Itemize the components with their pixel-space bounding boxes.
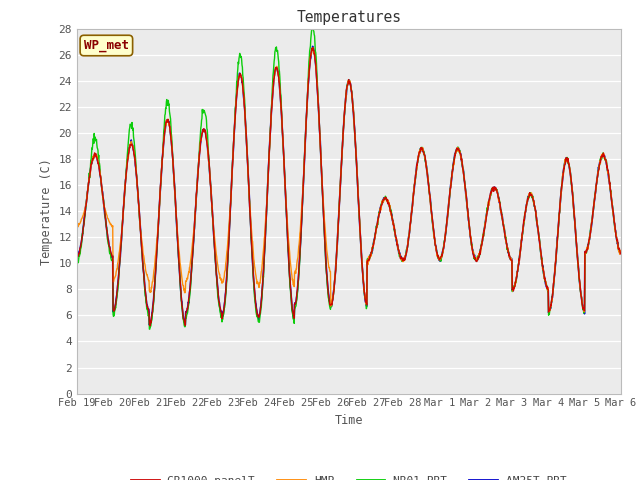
NR01 PRT — [553, 243, 561, 249]
HMP — [505, 250, 513, 255]
Line: NR01 PRT: NR01 PRT — [77, 27, 621, 329]
AM25T PRT — [505, 251, 513, 257]
Y-axis label: Temperature (C): Temperature (C) — [40, 158, 53, 264]
AM25T PRT — [147, 322, 154, 328]
CR1000 panelT — [73, 252, 81, 258]
CR1000 panelT — [181, 320, 189, 326]
CR1000 panelT — [553, 244, 561, 250]
HMP — [180, 289, 188, 295]
CR1000 panelT — [505, 252, 513, 258]
HMP — [255, 283, 262, 288]
Line: CR1000 panelT: CR1000 panelT — [77, 48, 621, 326]
HMP — [194, 172, 202, 178]
AM25T PRT — [434, 254, 442, 260]
NR01 PRT — [73, 255, 81, 261]
HMP — [73, 223, 81, 229]
HMP — [309, 45, 317, 50]
NR01 PRT — [308, 24, 316, 30]
X-axis label: Time: Time — [335, 414, 363, 427]
AM25T PRT — [553, 242, 561, 248]
NR01 PRT — [145, 326, 153, 332]
NR01 PRT — [617, 249, 625, 254]
HMP — [434, 252, 442, 258]
HMP — [545, 309, 552, 315]
CR1000 panelT — [434, 254, 442, 260]
Legend: CR1000 panelT, HMP, NR01 PRT, AM25T PRT: CR1000 panelT, HMP, NR01 PRT, AM25T PRT — [126, 471, 572, 480]
NR01 PRT — [505, 252, 513, 258]
Text: WP_met: WP_met — [84, 39, 129, 52]
AM25T PRT — [73, 256, 81, 262]
HMP — [553, 242, 561, 248]
NR01 PRT — [181, 324, 189, 330]
CR1000 panelT — [255, 314, 263, 320]
AM25T PRT — [181, 321, 189, 326]
CR1000 panelT — [195, 167, 202, 173]
CR1000 panelT — [617, 251, 625, 256]
NR01 PRT — [255, 318, 263, 324]
AM25T PRT — [309, 44, 317, 49]
Title: Temperatures: Temperatures — [296, 10, 401, 25]
AM25T PRT — [195, 167, 202, 172]
NR01 PRT — [195, 168, 202, 174]
AM25T PRT — [255, 317, 263, 323]
Line: HMP: HMP — [77, 48, 621, 312]
AM25T PRT — [617, 250, 625, 256]
HMP — [617, 250, 625, 256]
NR01 PRT — [434, 255, 442, 261]
CR1000 panelT — [147, 323, 154, 329]
CR1000 panelT — [309, 45, 317, 51]
Line: AM25T PRT: AM25T PRT — [77, 47, 621, 325]
